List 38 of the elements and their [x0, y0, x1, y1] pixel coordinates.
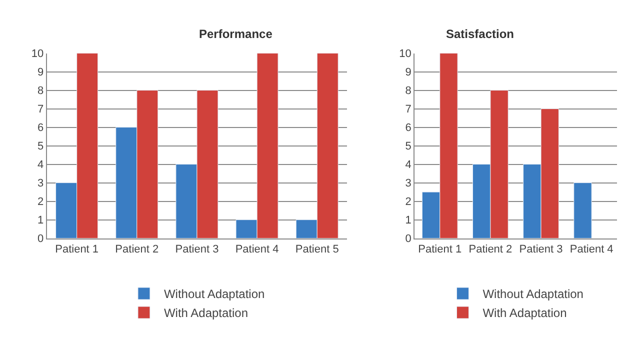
y-tick-label: 10 — [399, 48, 412, 60]
x-tick-label: Patient 1 — [55, 244, 99, 256]
legend-label: With Adaptation — [164, 306, 248, 320]
y-tick-label: 7 — [37, 104, 44, 116]
y-tick-label: 3 — [405, 178, 412, 190]
y-tick-label: 1 — [37, 214, 44, 227]
y-tick-label: 2 — [405, 196, 412, 208]
legend-label: With Adaptation — [482, 306, 567, 320]
y-tick-label: 4 — [405, 159, 412, 172]
y-tick-label: 8 — [405, 85, 412, 98]
x-tick-label: Patient 5 — [295, 244, 339, 256]
y-tick-label: 9 — [37, 66, 44, 79]
y-tick-label: 0 — [405, 233, 412, 246]
x-tick-label: Patient 3 — [175, 244, 219, 256]
legend-label: Without Adaptation — [164, 287, 265, 302]
x-tick-label: Patient 4 — [570, 244, 614, 256]
y-tick-label: 6 — [37, 122, 44, 134]
x-tick-label: Patient 2 — [468, 244, 512, 256]
y-tick-label: 6 — [405, 122, 412, 134]
x-tick-label: Patient 1 — [418, 244, 462, 256]
y-tick-label: 5 — [405, 140, 412, 153]
y-tick-label: 5 — [37, 140, 44, 153]
y-tick-label: 9 — [405, 66, 412, 79]
x-tick-label: Patient 2 — [115, 244, 159, 256]
legend-label: Without Adaptation — [482, 287, 584, 302]
chart-title: Satisfaction — [446, 27, 514, 41]
y-tick-label: 1 — [405, 214, 412, 227]
bar — [574, 182, 592, 238]
x-tick-label: Patient 4 — [235, 244, 279, 256]
chart-title: Performance — [199, 27, 273, 41]
y-tick-label: 10 — [31, 48, 44, 60]
y-tick-label: 3 — [37, 178, 44, 190]
y-tick-label: 0 — [37, 233, 44, 246]
y-tick-label: 4 — [37, 159, 44, 172]
x-tick-label: Patient 3 — [519, 244, 563, 256]
y-tick-label: 7 — [405, 104, 412, 116]
y-tick-label: 8 — [37, 85, 44, 98]
y-tick-label: 2 — [37, 196, 44, 208]
